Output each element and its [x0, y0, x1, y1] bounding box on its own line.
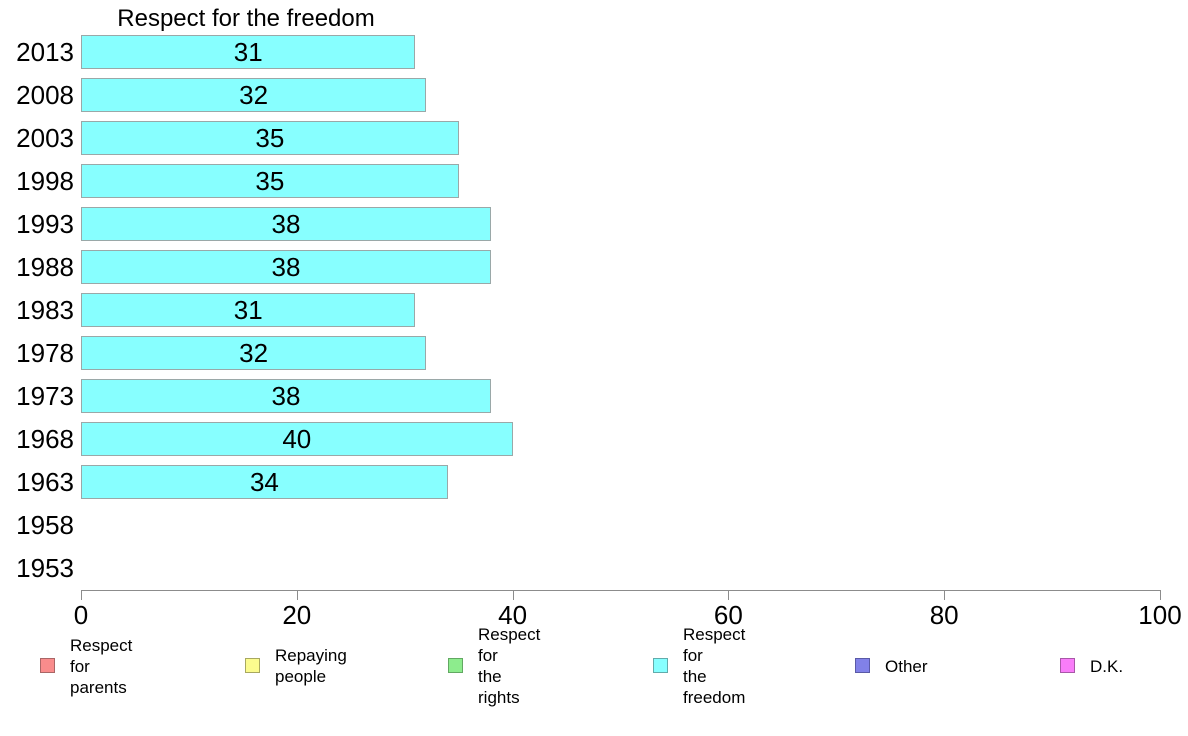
bar: [81, 207, 492, 241]
legend-item-label: Repaying people: [275, 646, 347, 686]
legend-item-label: D.K.: [1090, 656, 1124, 676]
x-axis-tick: [944, 590, 946, 600]
legend-item-label: Other: [885, 656, 928, 676]
y-axis-tick-label: 2013: [16, 37, 74, 67]
legend-swatch-repaying-people: [245, 658, 260, 673]
x-axis: [81, 590, 1161, 591]
legend-swatch-dk: [1060, 658, 1075, 673]
bar: [81, 336, 427, 370]
bar-value-label: 32: [239, 80, 269, 110]
bar-value-label: 38: [271, 209, 301, 239]
legend-swatch-respect-for-parents: [40, 658, 55, 673]
bar: [81, 35, 416, 69]
y-axis-tick-label: 1993: [16, 209, 74, 239]
bar: [81, 465, 448, 499]
bar-value-label: 38: [271, 381, 301, 411]
y-axis-tick-label: 2008: [16, 80, 74, 110]
bar: [81, 293, 416, 327]
x-axis-tick-label: 80: [929, 600, 959, 630]
bar: [81, 164, 459, 198]
bar: [81, 422, 513, 456]
bar-value-label: 32: [239, 338, 269, 368]
chart-title: Respect for the freedom: [117, 5, 375, 32]
y-axis-tick-label: 1998: [16, 166, 74, 196]
bar-value-label: 35: [255, 123, 285, 153]
legend-swatch-respect-for-the-freedom: [653, 658, 668, 673]
bar-value-label: 35: [255, 166, 285, 196]
x-axis-tick-label: 0: [73, 600, 89, 630]
y-axis-tick-label: 1978: [16, 338, 74, 368]
y-axis-tick-label: 1988: [16, 252, 74, 282]
x-axis-tick: [296, 590, 298, 600]
bar: [81, 121, 459, 155]
bar: [81, 250, 492, 284]
y-axis-tick-label: 2003: [16, 123, 74, 153]
y-axis-tick-label: 1963: [16, 467, 74, 497]
bar-value-label: 34: [249, 467, 279, 497]
x-axis-tick-label: 60: [713, 600, 743, 630]
legend-item-label: Respect for the rights: [478, 625, 541, 707]
x-axis-tick: [81, 590, 82, 600]
legend-item-label: Respect for parents: [70, 635, 133, 697]
legend-item-label: Respect for the freedom: [683, 625, 746, 707]
y-axis-tick-label: 1958: [16, 510, 74, 540]
x-axis-tick: [728, 590, 730, 600]
x-axis-tick-label: 20: [282, 600, 312, 630]
y-axis-tick-label: 1973: [16, 381, 74, 411]
legend-swatch-other: [855, 658, 870, 673]
bar-value-label: 31: [233, 37, 263, 67]
y-axis-tick-label: 1953: [16, 553, 74, 583]
bar-value-label: 40: [282, 424, 312, 454]
x-axis-tick-label: 40: [498, 600, 528, 630]
x-axis-tick: [512, 590, 514, 600]
x-axis-tick-label: 100: [1138, 600, 1182, 630]
y-axis-tick-label: 1968: [16, 424, 74, 454]
y-axis-tick-label: 1983: [16, 295, 74, 325]
bar-value-label: 31: [233, 295, 263, 325]
bar-value-label: 38: [271, 252, 301, 282]
bar: [81, 78, 427, 112]
bar: [81, 379, 492, 413]
legend-swatch-respect-for-the-rights: [448, 658, 463, 673]
x-axis-tick: [1160, 590, 1161, 600]
